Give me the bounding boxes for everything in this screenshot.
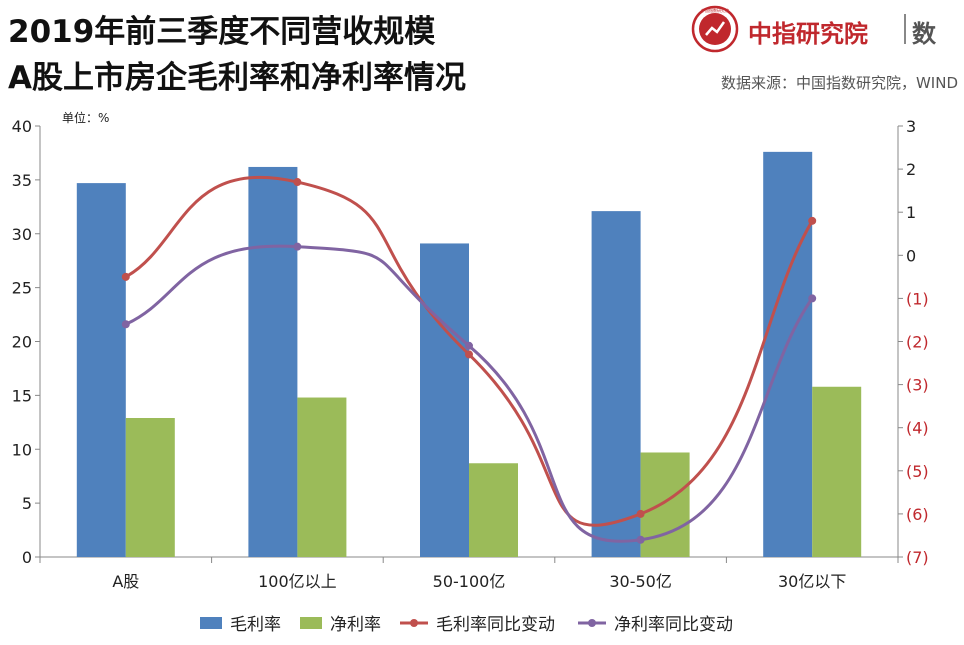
- brand-block: 中国指数研究院 中指研究院 数: [690, 4, 960, 54]
- x-tick-label: A股: [112, 572, 139, 591]
- bar-net-margin: [640, 452, 690, 557]
- x-tick-label: 100亿以上: [258, 572, 337, 591]
- point-net-margin-change: [465, 341, 473, 350]
- chart-title-line-1: 2019年前三季度不同营收规模: [8, 14, 436, 50]
- brand-suffix: 数: [912, 20, 936, 48]
- chart-title-line-2: A股上市房企毛利率和净利率情况: [8, 60, 466, 96]
- line-net-margin-change: [125, 244, 814, 543]
- brand-logo-text: 中国指数研究院: [701, 7, 729, 13]
- y-left-tick-label: 5: [22, 494, 32, 513]
- y-right-tick-label: (7): [906, 548, 929, 567]
- y-right-tick-label: (3): [906, 376, 929, 395]
- bar-net-margin: [297, 397, 347, 557]
- y-left-tick-label: 15: [12, 386, 32, 405]
- legend-gross-margin-swatch: [200, 617, 222, 629]
- point-net-margin-change: [808, 294, 817, 303]
- legend: 毛利率 净利率 毛利率同比变动 净利率同比变动: [200, 615, 733, 635]
- x-tick-label: 50-100亿: [433, 572, 506, 591]
- line-layer: [121, 175, 817, 544]
- unit-label: 单位：%: [62, 110, 109, 125]
- legend-net-margin-change-label: 净利率同比变动: [614, 615, 733, 635]
- legend-net-margin-label: 净利率: [330, 615, 381, 635]
- point-net-margin-change: [636, 535, 645, 544]
- data-source: 数据来源：中国指数研究院，WIND: [720, 74, 958, 92]
- y-right-tick-label: 2: [906, 160, 916, 179]
- brand-divider: [904, 14, 906, 44]
- y-left-tick-label: 10: [12, 440, 32, 459]
- y-left-tick-label: 35: [12, 171, 32, 190]
- legend-net-margin-swatch: [300, 617, 322, 629]
- bar-gross-margin: [248, 166, 298, 557]
- y-right-tick-label: (6): [906, 505, 929, 524]
- point-gross-margin-change: [293, 178, 302, 187]
- y-right-tick-label: (2): [906, 333, 929, 352]
- y-left-tick-label: 40: [12, 117, 32, 136]
- bar-gross-margin: [76, 183, 126, 558]
- y-left-tick-label: 30: [12, 225, 32, 244]
- legend-gross-margin-change-marker: [410, 619, 418, 627]
- x-tick-label: 30-50亿: [609, 572, 672, 591]
- point-gross-margin-change: [808, 216, 817, 225]
- brand-logo-icon: 中国指数研究院: [691, 5, 739, 53]
- y-right-tick-label: 0: [906, 246, 916, 265]
- y-right-tick-label: (4): [906, 419, 929, 438]
- y-right-tick-label: 3: [906, 117, 916, 136]
- legend-net-margin-change-marker: [588, 619, 596, 627]
- bar-gross-margin: [763, 151, 813, 558]
- line-gross-margin-change: [125, 175, 814, 527]
- point-gross-margin-change: [636, 509, 645, 518]
- bar-gross-margin: [591, 211, 641, 557]
- bar-layer: [76, 151, 862, 558]
- legend-gross-margin-label: 毛利率: [230, 615, 281, 635]
- y-left-tick-label: 20: [12, 333, 32, 352]
- bar-net-margin: [469, 463, 518, 557]
- point-net-margin-change: [293, 242, 302, 251]
- y-left-tick-label: 25: [12, 279, 32, 298]
- point-gross-margin-change: [465, 350, 473, 359]
- brand-name: 中指研究院: [748, 20, 868, 48]
- y-right-tick-label: (1): [906, 289, 929, 308]
- y-right-tick-label: 1: [906, 203, 916, 222]
- point-net-margin-change: [121, 320, 130, 329]
- point-gross-margin-change: [121, 272, 130, 281]
- y-right-tick-label: (5): [906, 462, 929, 481]
- bar-net-margin: [812, 386, 862, 557]
- bar-gross-margin: [420, 243, 469, 557]
- x-tick-label: 30亿以下: [778, 572, 846, 591]
- bar-net-margin: [125, 418, 175, 557]
- legend-gross-margin-change-label: 毛利率同比变动: [436, 615, 555, 635]
- y-left-tick-label: 0: [22, 548, 32, 567]
